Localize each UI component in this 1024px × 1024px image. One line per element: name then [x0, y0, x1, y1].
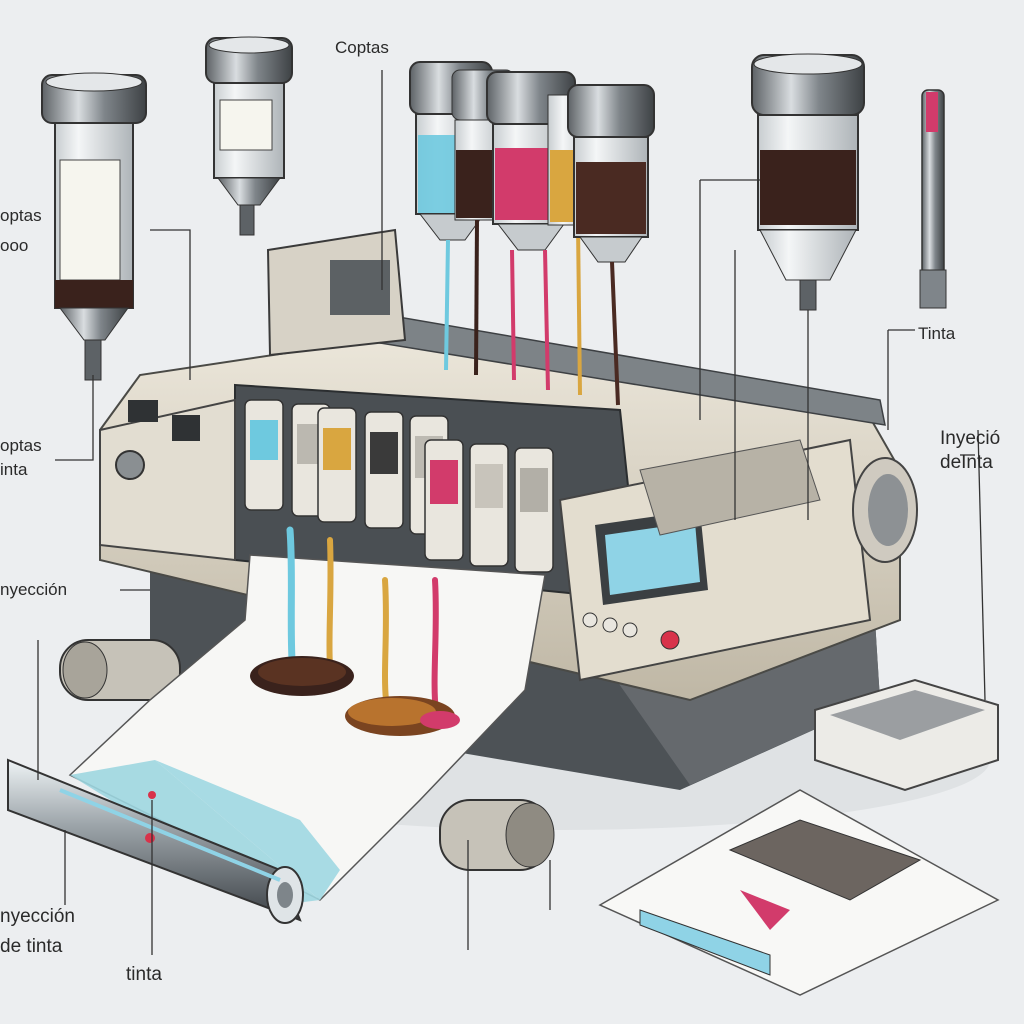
label-ooo: ooo: [0, 236, 29, 255]
ink-cartridge-icon: [244, 399, 554, 573]
label-inta: inta: [0, 460, 28, 479]
label-inyeccion-right: Inyeció: [940, 428, 1001, 449]
label-optas-mid: optas: [0, 436, 42, 455]
ink-vial-icon: [41, 36, 947, 406]
label-de-tinta-bottom: de tinta: [0, 936, 63, 957]
sample-print-icon: [598, 678, 1000, 996]
label-de-tinta-right: deInta: [940, 452, 993, 473]
label-coptas: Coptas: [335, 38, 389, 57]
label-optas-upper: optas: [0, 206, 42, 225]
control-panel-icon: [558, 438, 918, 682]
label-inyeccion-bottom: nyección: [0, 906, 75, 927]
label-tinta-bottom: tinta: [126, 964, 162, 985]
leader-lines: [37, 70, 986, 955]
label-inyeccion-left: nyección: [0, 580, 68, 599]
label-tinta-right: Tinta: [918, 324, 956, 343]
